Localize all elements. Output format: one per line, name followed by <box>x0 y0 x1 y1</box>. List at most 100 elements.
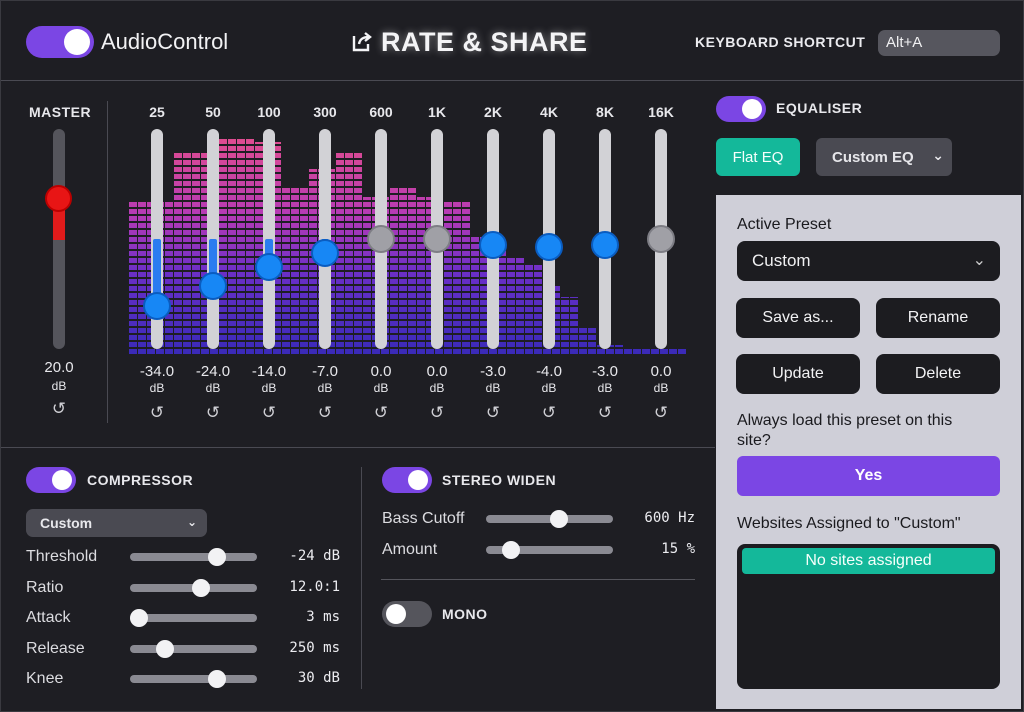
compressor-slider-knob[interactable] <box>208 548 227 566</box>
stereo-widen-title: STEREO WIDEN <box>442 472 557 488</box>
master-slider-knob[interactable] <box>45 185 72 212</box>
band-label: 4K <box>540 104 558 120</box>
spectrum-bar <box>129 201 137 354</box>
yes-button[interactable]: Yes <box>737 456 1000 496</box>
update-button[interactable]: Update <box>736 354 860 394</box>
band-slider-knob[interactable] <box>143 292 171 320</box>
rate-share-button[interactable]: RATE & SHARE <box>351 25 588 59</box>
stereo-widen-toggle[interactable] <box>382 467 432 493</box>
save-as-button[interactable]: Save as... <box>736 298 860 338</box>
stereo-slider-knob[interactable] <box>550 510 569 528</box>
stereo-row-value: 600 Hz <box>644 510 695 526</box>
compressor-preset-select[interactable]: Custom ⌄ <box>26 509 207 537</box>
spectrum-bar <box>462 201 470 354</box>
band-slider-knob[interactable] <box>367 225 395 253</box>
power-toggle[interactable] <box>26 26 94 58</box>
custom-eq-dropdown[interactable]: Custom EQ ⌄ <box>816 138 952 176</box>
spectrum-bar <box>273 142 281 354</box>
band-reset-icon[interactable]: ↺ <box>261 403 277 422</box>
keyboard-shortcut-input[interactable]: Alt+A <box>878 30 1000 56</box>
band-slider-knob[interactable] <box>199 272 227 301</box>
band-value: -7.0 <box>312 363 338 380</box>
spectrum-bar <box>228 137 236 354</box>
band-unit: dB <box>261 381 277 395</box>
spectrum-bar <box>444 201 452 354</box>
compressor-slider-knob[interactable] <box>192 578 211 597</box>
spectrum-bar <box>516 258 524 354</box>
app-title: AudioControl <box>101 29 229 54</box>
band-reset-icon[interactable]: ↺ <box>205 403 221 422</box>
equaliser-toggle[interactable] <box>716 96 766 122</box>
spectrum-bar <box>606 345 614 354</box>
spectrum-bar <box>534 263 542 354</box>
band-slider-knob[interactable] <box>591 230 619 259</box>
band-unit: dB <box>373 381 389 395</box>
stereo-slider-knob[interactable] <box>502 540 521 559</box>
spectrum-bar <box>480 235 488 354</box>
rate-share-label: RATE & SHARE <box>381 26 588 57</box>
compressor-slider-knob[interactable] <box>130 609 148 627</box>
master-reset-icon[interactable]: ↺ <box>51 399 67 418</box>
compressor-row-label: Knee <box>26 670 64 687</box>
band-reset-icon[interactable]: ↺ <box>317 403 333 422</box>
chevron-down-icon: ⌄ <box>186 515 197 529</box>
band-label: 1K <box>428 104 446 120</box>
spectrum-bar <box>255 142 263 354</box>
band-reset-icon[interactable]: ↺ <box>149 403 165 422</box>
compressor-slider-track[interactable] <box>130 553 257 561</box>
band-slider-knob[interactable] <box>423 225 451 253</box>
master-divider <box>107 101 108 423</box>
band-slider-knob[interactable] <box>255 252 283 281</box>
band-slider-fill <box>209 239 217 287</box>
rename-button[interactable]: Rename <box>876 298 1000 338</box>
flat-eq-button[interactable]: Flat EQ <box>716 138 800 176</box>
spectrum-bar <box>453 201 461 354</box>
compressor-slider-track[interactable] <box>130 614 257 622</box>
compressor-row-label: Release <box>26 639 85 657</box>
spectrum-bar <box>282 188 290 354</box>
compressor-slider-knob[interactable] <box>208 670 227 688</box>
stereo-row-label: Amount <box>382 540 438 558</box>
spectrum-bar <box>408 188 416 354</box>
band-value: 0.0 <box>650 363 672 380</box>
spectrum-bar <box>237 137 245 354</box>
band-value: 0.0 <box>370 363 392 380</box>
spectrum-bar <box>300 188 308 354</box>
band-slider-knob[interactable] <box>479 230 507 259</box>
band-slider-knob[interactable] <box>535 232 563 261</box>
delete-button[interactable]: Delete <box>876 354 1000 394</box>
active-preset-select[interactable]: Custom ⌄ <box>737 241 1000 281</box>
band-reset-icon[interactable]: ↺ <box>429 403 445 422</box>
active-preset-label: Active Preset <box>737 216 832 233</box>
stereo-row-value: 15 % <box>661 540 695 557</box>
spectrum-bar <box>417 197 425 354</box>
master-unit: dB <box>51 379 67 393</box>
band-value: -4.0 <box>536 363 562 380</box>
band-slider-knob[interactable] <box>647 225 675 253</box>
websites-assigned-label: Websites Assigned to "Custom" <box>737 515 961 532</box>
spectrum-bar <box>642 349 650 354</box>
stereo-slider-track[interactable] <box>486 545 613 554</box>
mono-toggle[interactable] <box>382 601 432 627</box>
band-slider-knob[interactable] <box>311 238 339 267</box>
compressor-toggle[interactable] <box>26 467 76 493</box>
band-reset-icon[interactable]: ↺ <box>597 403 613 422</box>
band-reset-icon[interactable]: ↺ <box>485 403 501 422</box>
compressor-slider-track[interactable] <box>130 644 257 653</box>
band-unit: dB <box>653 381 669 395</box>
stereo-slider-track[interactable] <box>486 515 613 523</box>
compressor-slider-track[interactable] <box>130 675 257 683</box>
band-reset-icon[interactable]: ↺ <box>541 403 557 422</box>
compressor-row-label: Threshold <box>26 548 98 565</box>
no-sites-badge: No sites assigned <box>742 548 995 574</box>
spectrum-bar <box>525 263 533 354</box>
spectrum-bar <box>363 197 371 354</box>
compressor-slider-knob[interactable] <box>156 639 175 658</box>
spectrum-bar <box>498 251 506 354</box>
band-value: -34.0 <box>139 363 175 380</box>
band-reset-icon[interactable]: ↺ <box>653 403 669 422</box>
band-slider-fill <box>153 239 161 306</box>
band-reset-icon[interactable]: ↺ <box>373 403 389 422</box>
spectrum-bar <box>552 286 560 354</box>
